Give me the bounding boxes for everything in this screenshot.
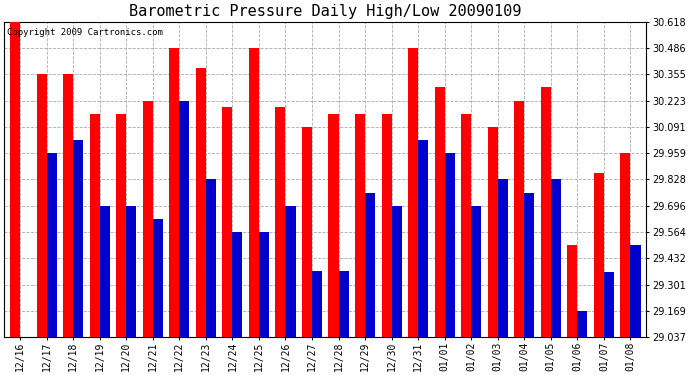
Bar <box>445 153 455 337</box>
Bar <box>578 311 587 337</box>
Bar <box>541 87 551 337</box>
Bar <box>126 206 137 337</box>
Bar <box>355 114 365 337</box>
Bar <box>143 100 152 337</box>
Bar <box>604 272 614 337</box>
Bar <box>497 179 508 337</box>
Bar <box>594 173 604 337</box>
Bar <box>100 206 110 337</box>
Bar <box>275 107 286 337</box>
Bar <box>514 100 524 337</box>
Bar <box>551 179 561 337</box>
Bar <box>259 232 269 337</box>
Bar <box>206 179 216 337</box>
Bar <box>435 87 445 337</box>
Bar <box>488 127 497 337</box>
Bar <box>152 219 163 337</box>
Bar <box>382 114 392 337</box>
Bar <box>10 22 20 337</box>
Bar <box>461 114 471 337</box>
Bar <box>620 153 631 337</box>
Bar <box>567 245 578 337</box>
Bar <box>302 127 312 337</box>
Bar <box>392 206 402 337</box>
Bar <box>631 245 640 337</box>
Bar <box>37 74 47 337</box>
Bar <box>339 272 348 337</box>
Bar <box>116 114 126 337</box>
Bar <box>47 153 57 337</box>
Bar <box>179 100 190 337</box>
Bar <box>73 140 83 337</box>
Bar <box>233 232 242 337</box>
Bar <box>312 272 322 337</box>
Bar <box>90 114 100 337</box>
Bar <box>418 140 428 337</box>
Bar <box>365 193 375 337</box>
Title: Barometric Pressure Daily High/Low 20090109: Barometric Pressure Daily High/Low 20090… <box>129 4 522 19</box>
Bar <box>222 107 233 337</box>
Bar <box>169 48 179 337</box>
Bar <box>471 206 482 337</box>
Bar <box>63 74 73 337</box>
Bar <box>286 206 295 337</box>
Bar <box>249 48 259 337</box>
Text: Copyright 2009 Cartronics.com: Copyright 2009 Cartronics.com <box>8 28 164 37</box>
Bar <box>196 68 206 337</box>
Bar <box>408 48 418 337</box>
Bar <box>524 193 535 337</box>
Bar <box>328 114 339 337</box>
